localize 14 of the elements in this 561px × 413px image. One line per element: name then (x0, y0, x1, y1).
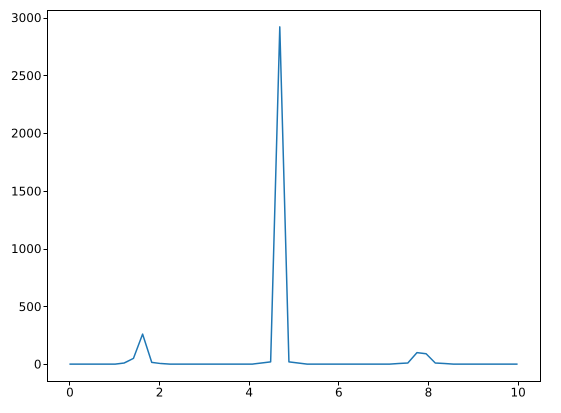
y-tick-label: 2500 (10, 68, 42, 83)
x-tick-label: 8 (424, 386, 432, 400)
y-tick-label: 500 (18, 300, 42, 314)
x-tick-label: 2 (156, 386, 164, 400)
y-tick-label: 3000 (10, 11, 42, 26)
y-tick-label: 0 (34, 358, 42, 372)
x-tick-label: 4 (245, 386, 253, 400)
x-tick-label: 6 (335, 386, 343, 400)
y-tick-label: 1000 (10, 242, 42, 256)
y-tick-label: 1500 (10, 184, 42, 198)
x-tick-label: 0 (66, 386, 74, 400)
y-tick-label: 2000 (10, 126, 42, 141)
line-series (68, 26, 518, 365)
x-tick-label: 10 (510, 386, 526, 400)
